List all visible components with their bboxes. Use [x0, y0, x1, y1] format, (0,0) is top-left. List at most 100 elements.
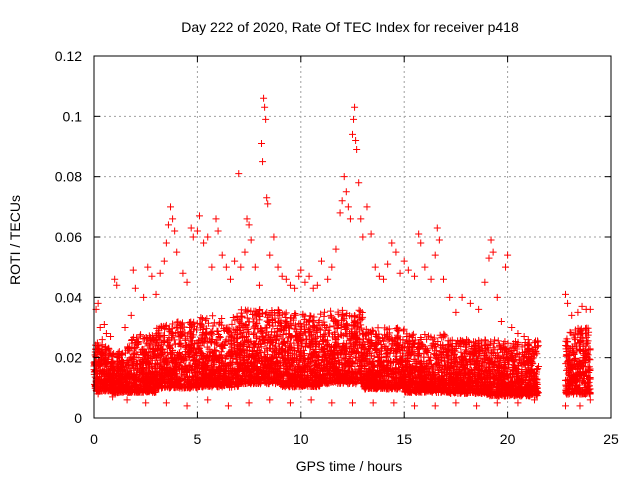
data-point — [441, 332, 449, 340]
data-point — [107, 350, 115, 358]
data-point — [198, 362, 206, 370]
data-point — [181, 384, 189, 392]
data-point — [226, 364, 234, 372]
data-point — [224, 327, 232, 335]
data-point — [228, 320, 236, 328]
data-point — [156, 374, 164, 382]
data-point — [233, 330, 241, 338]
data-point — [209, 359, 217, 367]
data-point — [92, 345, 100, 353]
data-point — [171, 362, 179, 370]
data-point — [132, 388, 140, 396]
data-point — [141, 359, 149, 367]
data-point — [199, 323, 207, 331]
data-point — [131, 382, 139, 390]
data-point — [218, 314, 226, 322]
data-point — [220, 340, 228, 348]
data-point — [204, 319, 212, 327]
data-point — [194, 358, 202, 366]
data-point — [213, 355, 221, 363]
data-point — [143, 352, 151, 360]
data-point — [178, 375, 186, 383]
data-point — [185, 342, 193, 350]
data-point — [223, 362, 231, 370]
data-point — [197, 342, 205, 350]
data-point — [320, 308, 328, 316]
data-point — [97, 350, 105, 358]
data-point — [142, 374, 150, 382]
data-point — [184, 349, 192, 357]
data-point — [130, 353, 138, 361]
data-point — [186, 329, 194, 337]
data-point — [160, 365, 168, 373]
data-point — [124, 369, 132, 377]
data-point — [226, 348, 234, 356]
data-point — [169, 367, 177, 375]
data-point — [116, 361, 124, 369]
data-point — [110, 370, 118, 378]
data-point — [143, 386, 151, 394]
data-point — [421, 331, 429, 339]
data-point — [185, 361, 193, 369]
data-point — [400, 327, 408, 335]
data-point — [117, 360, 125, 368]
data-point — [203, 366, 211, 374]
data-point — [111, 387, 119, 395]
data-point — [227, 333, 235, 341]
data-point — [211, 347, 219, 355]
data-point — [207, 331, 215, 339]
data-point — [226, 332, 234, 340]
data-point — [139, 375, 147, 383]
data-point — [169, 346, 177, 354]
data-point — [198, 338, 206, 346]
data-point — [471, 338, 479, 346]
data-point — [326, 323, 334, 331]
data-point — [198, 321, 206, 329]
data-point — [156, 345, 164, 353]
data-point — [209, 349, 217, 357]
data-point — [200, 337, 208, 345]
data-point — [141, 386, 149, 394]
data-point — [195, 382, 203, 390]
data-point — [109, 363, 117, 371]
data-point — [132, 371, 140, 379]
data-point — [226, 340, 234, 348]
data-point — [218, 373, 226, 381]
data-point — [115, 352, 123, 360]
data-point — [140, 345, 148, 353]
data-point — [233, 335, 241, 343]
data-points — [90, 94, 594, 410]
data-point — [197, 350, 205, 358]
data-point — [175, 349, 183, 357]
data-point — [118, 382, 126, 390]
data-point — [232, 355, 240, 363]
data-point — [209, 312, 217, 320]
data-point — [112, 381, 120, 389]
data-point — [189, 372, 197, 380]
data-point — [189, 354, 197, 362]
data-point — [125, 356, 133, 364]
data-point — [219, 344, 227, 352]
data-point — [128, 383, 136, 391]
data-point — [190, 355, 198, 363]
data-point — [101, 361, 109, 369]
data-point — [137, 331, 145, 339]
data-point — [230, 326, 238, 334]
data-point — [165, 334, 173, 342]
data-point — [194, 346, 202, 354]
data-point — [146, 335, 154, 343]
data-point — [162, 321, 170, 329]
data-point — [212, 365, 220, 373]
data-point — [145, 380, 153, 388]
data-point — [163, 358, 171, 366]
data-point — [197, 375, 205, 383]
data-point — [208, 338, 216, 346]
data-point — [157, 323, 165, 331]
data-point — [215, 333, 223, 341]
data-point — [203, 336, 211, 344]
data-point — [351, 312, 359, 320]
data-point — [179, 330, 187, 338]
data-point — [338, 306, 346, 314]
data-point — [228, 367, 236, 375]
